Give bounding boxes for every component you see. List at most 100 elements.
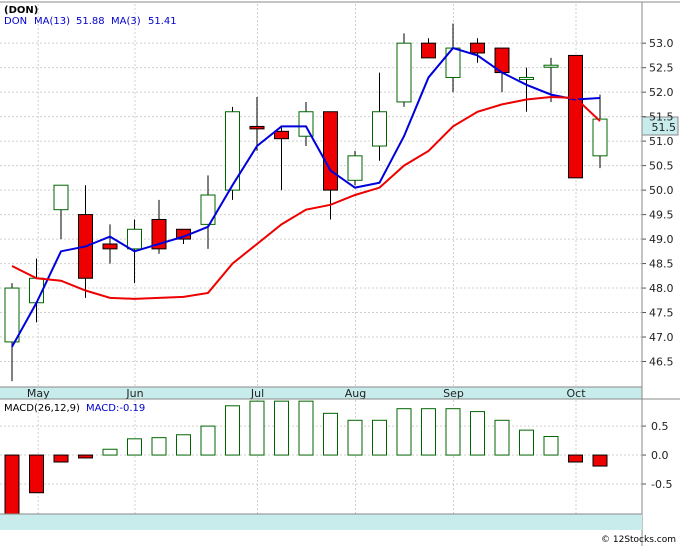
moving-average-lines	[11, 46, 601, 348]
macd-y-tick-labels: 0.5 0.0 -0.5	[651, 420, 672, 491]
price-y-tick-label: 47.0	[649, 331, 674, 344]
macd-y-tick-label: 0.5	[651, 420, 669, 433]
macd-axis-band	[0, 514, 642, 530]
chart-title: (DON)	[4, 5, 38, 16]
price-axis-band	[0, 387, 642, 399]
macd-y-tick-label: 0.0	[651, 449, 669, 462]
macd-bar	[29, 454, 44, 494]
candle-body	[298, 111, 314, 137]
candle-body	[249, 125, 265, 130]
macd-bar	[4, 454, 20, 517]
candle	[102, 224, 118, 264]
macd-bar	[78, 454, 93, 459]
price-month-label: Jun	[125, 387, 143, 400]
price-y-tick-labels: 46.5 47.0 47.5 48.0 48.5 49.0 49.5 50.0 50.5 51.0…	[649, 37, 674, 368]
watermark: © 12Stocks.com	[601, 535, 676, 545]
price-month-label: Oct	[566, 387, 586, 400]
candle-body	[4, 287, 20, 343]
price-y-tick-label: 50.0	[649, 184, 674, 197]
price-y-tick-label: 52.0	[649, 86, 674, 99]
candle-body	[421, 42, 436, 59]
legend-ma13-label: MA(13)	[34, 16, 70, 27]
candle	[4, 283, 20, 382]
macd-bar	[396, 408, 412, 456]
macd-bar	[127, 438, 142, 456]
candles	[4, 23, 608, 382]
legend-ma3-label: MA(3)	[111, 16, 141, 27]
macd-bar	[470, 411, 485, 456]
macd-bar	[372, 419, 387, 456]
macd-label: MACD(26,12,9)	[4, 403, 80, 414]
candle-body	[151, 218, 167, 250]
candle	[568, 54, 583, 179]
candle-body	[470, 42, 485, 54]
price-y-tick-label: 51.5	[649, 111, 674, 124]
legend-symbol: DON	[4, 16, 27, 27]
macd-value-label: MACD:-0.19	[86, 403, 145, 414]
legend-ma3-value: 51.41	[148, 16, 177, 27]
last-price-badge: 51.5	[652, 121, 677, 134]
price-y-tick-label: 53.0	[649, 37, 674, 50]
candle	[200, 175, 216, 249]
macd-bars	[4, 400, 608, 517]
price-panel-bg	[0, 2, 680, 387]
candle-body	[53, 184, 69, 211]
legend-ma13-value: 51.88	[76, 16, 105, 27]
price-grid	[0, 4, 646, 514]
price-yaxis-area	[642, 2, 680, 399]
candle	[225, 106, 240, 200]
candle	[592, 94, 608, 169]
candle	[323, 111, 338, 220]
candle-body	[396, 42, 412, 103]
candle-body	[102, 243, 118, 250]
price-month-label: Sep	[443, 387, 464, 400]
price-y-tick-label: 48.5	[649, 258, 674, 271]
price-y-tick-label: 48.0	[649, 282, 674, 295]
macd-bar	[592, 454, 608, 467]
candle-body	[592, 118, 608, 157]
macd-bar	[421, 408, 436, 456]
macd-bar	[323, 412, 338, 456]
candle-body	[200, 194, 216, 225]
macd-bar	[249, 400, 265, 456]
macd-bar	[519, 429, 534, 456]
candle-body	[347, 155, 363, 181]
macd-bar	[151, 437, 167, 456]
macd-grid	[0, 425, 646, 485]
candle	[372, 72, 387, 161]
price-y-tick-label: 50.5	[649, 160, 674, 173]
candle-body	[127, 228, 142, 250]
candle	[53, 184, 69, 240]
macd-bar	[102, 448, 118, 456]
price-y-tick-label: 49.5	[649, 209, 674, 222]
macd-bar	[568, 454, 583, 463]
price-month-label: Aug	[345, 387, 366, 400]
candle-body	[568, 54, 583, 179]
macd-y-tick-label: -0.5	[651, 478, 672, 491]
macd-bar	[445, 408, 461, 456]
candle	[421, 38, 436, 59]
macd-bar	[274, 400, 289, 456]
ma3-line	[11, 96, 601, 300]
macd-bar	[543, 436, 559, 456]
price-y-tick-label: 51.0	[649, 135, 674, 148]
price-y-tick-label: 52.5	[649, 62, 674, 75]
candle	[519, 67, 534, 112]
price-y-tick-label: 47.5	[649, 307, 674, 320]
candle	[396, 33, 412, 107]
candle	[347, 150, 363, 186]
candle-body	[274, 130, 289, 140]
candle	[249, 97, 265, 151]
macd-bar	[347, 419, 363, 456]
candle	[470, 38, 485, 63]
candle	[274, 126, 289, 191]
price-month-label: May	[27, 387, 50, 400]
ma13-line	[11, 46, 601, 348]
candle-body	[323, 111, 338, 191]
candle-body	[543, 64, 559, 68]
candle	[298, 101, 314, 147]
macd-bar	[200, 425, 216, 456]
candle-body	[519, 76, 534, 80]
macd-bar	[176, 434, 191, 456]
